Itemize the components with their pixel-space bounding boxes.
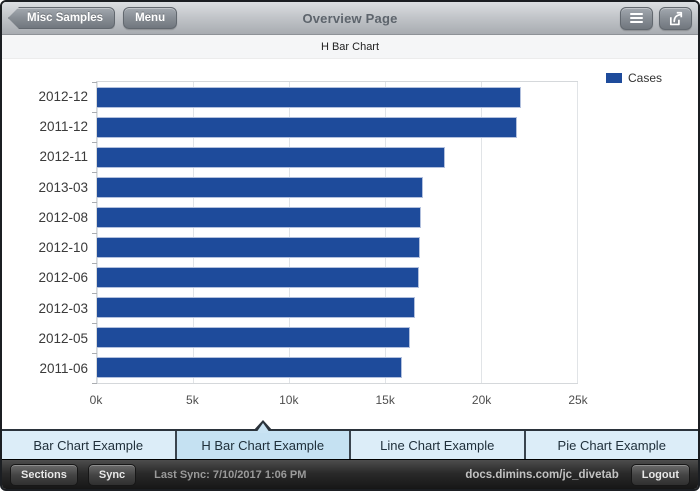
- status-bar: Sections Sync Last Sync: 7/10/2017 1:06 …: [2, 459, 698, 489]
- y-axis-tick: [92, 352, 97, 354]
- bar-2012-08[interactable]: [97, 206, 421, 228]
- bar-2012-06[interactable]: [97, 267, 419, 289]
- chart-legend: Cases: [605, 71, 662, 85]
- list-menu-button[interactable]: [620, 6, 653, 30]
- y-axis-tick: [92, 262, 97, 264]
- category-label: 2011-12: [39, 118, 88, 134]
- bar-2012-12[interactable]: [97, 86, 522, 108]
- tab-bar-chart-example[interactable]: Bar Chart Example: [2, 431, 175, 459]
- bar-2012-03[interactable]: [97, 297, 415, 319]
- page-title: Overview Page: [302, 10, 398, 26]
- last-sync-label: Last Sync: 7/10/2017 1:06 PM: [154, 468, 307, 481]
- category-labels: 2012-12 2011-12 2012-11 2013-03 2012-08 2012-…: [24, 81, 88, 384]
- bar-2013-03[interactable]: [97, 176, 424, 198]
- gridline: [97, 82, 98, 383]
- plot-area: [92, 81, 578, 384]
- bar-row: [97, 237, 577, 259]
- bar-row: [97, 116, 577, 138]
- category-label: 2012-10: [38, 240, 88, 256]
- tab-line-chart-example[interactable]: Line Chart Example: [349, 431, 524, 459]
- bar-2012-10[interactable]: [97, 237, 420, 259]
- legend-label: Cases: [627, 71, 662, 85]
- sync-button[interactable]: Sync: [87, 463, 137, 486]
- share-button[interactable]: [659, 6, 692, 30]
- category-label: 2011-06: [39, 361, 88, 377]
- bar-row: [97, 357, 577, 379]
- bar-row: [97, 267, 577, 289]
- tab-bar: Bar Chart Example H Bar Chart Example Line…: [2, 420, 698, 459]
- bar-row: [97, 206, 577, 228]
- topbar-left-group: Misc Samples Menu: [8, 7, 178, 29]
- bar-row: [97, 327, 577, 349]
- back-button[interactable]: Misc Samples: [8, 7, 116, 29]
- hamburger-menu-icon: [630, 13, 643, 23]
- bar-2011-12[interactable]: [97, 116, 517, 138]
- x-axis-labels: 0k 5k 10k 15k 20k 25k: [90, 393, 588, 409]
- y-axis-tick: [92, 142, 97, 144]
- x-axis-tick-label: 5k: [186, 393, 199, 407]
- category-label: 2012-11: [39, 149, 88, 165]
- gridline: [193, 82, 194, 383]
- y-axis-tick: [92, 202, 97, 204]
- bar-row: [97, 176, 577, 198]
- y-axis-tick: [92, 383, 97, 384]
- bar-row: [97, 86, 577, 108]
- bar-2012-11[interactable]: [97, 146, 445, 168]
- tab-label: Line Chart Example: [380, 437, 495, 453]
- tab-label: H Bar Chart Example: [201, 437, 325, 453]
- gridline: [385, 82, 386, 383]
- x-axis-tick-label: 25k: [568, 393, 588, 407]
- bar-row: [97, 146, 577, 168]
- bar-2011-06[interactable]: [97, 357, 403, 379]
- gridline: [577, 82, 578, 383]
- tab-label: Pie Chart Example: [557, 437, 666, 453]
- tab-pie-chart-example[interactable]: Pie Chart Example: [523, 431, 698, 459]
- menu-button[interactable]: Menu: [123, 7, 178, 29]
- y-axis-tick: [92, 82, 97, 83]
- chart-title-bar: H Bar Chart: [2, 35, 698, 59]
- category-label: 2012-06: [38, 270, 88, 286]
- logout-button[interactable]: Logout: [630, 463, 690, 486]
- tab-label: Bar Chart Example: [33, 437, 144, 453]
- legend-swatch: [605, 73, 622, 83]
- x-axis-tick-label: 20k: [471, 393, 492, 407]
- y-axis-tick: [92, 292, 97, 294]
- category-label: 2013-03: [38, 179, 88, 195]
- sections-button[interactable]: Sections: [10, 463, 78, 486]
- share-export-icon: [669, 11, 683, 25]
- x-axis-tick-label: 10k: [279, 393, 299, 407]
- tab-h-bar-chart-example[interactable]: H Bar Chart Example: [174, 420, 349, 459]
- category-label: 2012-12: [38, 88, 88, 104]
- top-navigation-bar: Misc Samples Menu Overview Page: [2, 2, 698, 35]
- category-label: 2012-03: [38, 300, 88, 316]
- statusbar-right-group: docs.dimins.com/jc_divetab Logout: [465, 463, 690, 486]
- gridline: [481, 82, 482, 383]
- server-address: docs.dimins.com/jc_divetab: [465, 468, 619, 481]
- x-axis-tick-label: 15k: [375, 393, 395, 407]
- gridline: [289, 82, 290, 383]
- category-label: 2012-08: [38, 209, 88, 225]
- y-axis-tick: [92, 172, 97, 174]
- chart-region: Cases 2012-12 2011-12 2012-11 2013-03 2012-0…: [2, 59, 698, 429]
- x-axis-tick-label: 0k: [89, 393, 103, 407]
- y-axis-tick: [92, 112, 97, 114]
- category-label: 2012-05: [38, 331, 88, 347]
- topbar-right-group: [620, 6, 692, 30]
- chart-title: H Bar Chart: [320, 40, 380, 53]
- y-axis-tick: [92, 232, 97, 234]
- bar-row: [97, 297, 577, 319]
- y-axis-tick: [92, 322, 97, 324]
- bar-2012-05[interactable]: [97, 327, 410, 349]
